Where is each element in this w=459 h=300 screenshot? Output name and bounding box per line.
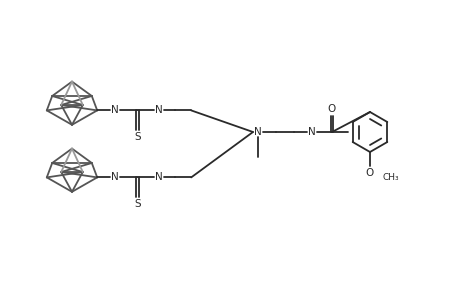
Text: N: N (155, 172, 163, 182)
Text: O: O (365, 168, 373, 178)
Text: N: N (253, 127, 261, 137)
Text: N: N (111, 172, 119, 182)
Text: S: S (134, 200, 140, 209)
Text: O: O (327, 104, 336, 114)
Text: S: S (134, 132, 140, 142)
Text: N: N (155, 105, 163, 116)
Text: N: N (111, 105, 119, 116)
Text: N: N (308, 127, 315, 137)
Text: CH₃: CH₃ (382, 173, 399, 182)
